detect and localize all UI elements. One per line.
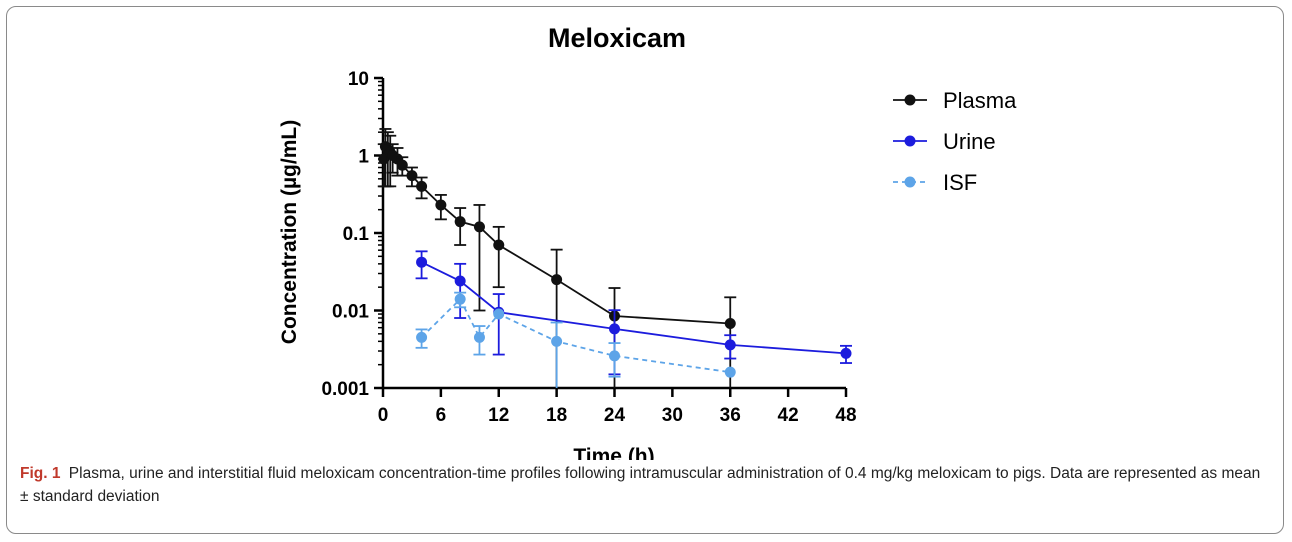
isf-point <box>416 331 428 343</box>
x-axis-label: Time (h) <box>573 445 654 460</box>
urine-point <box>454 275 466 287</box>
legend-plasma-marker <box>904 94 916 106</box>
caption-text: Plasma, urine and interstitial fluid mel… <box>20 465 1261 505</box>
x-tick-label: 48 <box>835 405 856 426</box>
isf-point <box>724 366 736 378</box>
y-tick-label: 1 <box>358 147 369 168</box>
axes: 0.001 0.01 0.1 1 10 0 6 12 18 24 30 36 42 48 <box>321 69 856 426</box>
plasma-point <box>396 159 408 171</box>
chart: Meloxicam Concentration (µg/mL) Time (h)… <box>278 23 1017 460</box>
urine-point <box>840 347 852 359</box>
y-axis-label: Concentration (µg/mL) <box>278 120 301 344</box>
y-tick-label: 0.01 <box>332 302 369 323</box>
urine-point <box>724 339 736 351</box>
isf-point <box>454 293 466 305</box>
x-tick-label: 42 <box>778 405 799 426</box>
x-tick-label: 36 <box>720 405 741 426</box>
urine-point <box>416 256 428 268</box>
y-tick-label: 10 <box>348 69 369 90</box>
figure-caption: Fig. 1 Plasma, urine and interstitial fl… <box>20 462 1270 508</box>
series-plasma <box>377 128 737 388</box>
plasma-point <box>454 216 466 228</box>
series-urine <box>415 250 852 376</box>
legend-isf-label: ISF <box>943 170 977 195</box>
isf-point <box>609 350 620 362</box>
y-tick-label: 0.1 <box>343 224 370 245</box>
legend-isf-marker <box>904 176 916 188</box>
x-tick-label: 6 <box>436 405 447 426</box>
y-tick-label: 0.001 <box>321 379 369 400</box>
x-tick-label: 0 <box>378 405 389 426</box>
isf-point <box>493 308 505 320</box>
plasma-point <box>473 221 485 233</box>
x-tick-label: 12 <box>488 405 509 426</box>
legend: Plasma Urine ISF <box>893 88 1017 195</box>
plasma-point <box>406 170 418 182</box>
legend-urine-label: Urine <box>943 129 996 154</box>
series-isf <box>415 291 736 388</box>
isf-line <box>420 297 731 374</box>
series-layer <box>377 128 852 388</box>
isf-point <box>551 335 563 347</box>
legend-plasma-label: Plasma <box>943 88 1017 113</box>
caption-label: Fig. 1 <box>20 465 61 482</box>
x-tick-label: 30 <box>662 405 683 426</box>
legend-urine-marker <box>904 135 916 147</box>
urine-point <box>609 323 620 335</box>
isf-point <box>473 331 485 343</box>
plasma-point <box>724 317 736 329</box>
plasma-point <box>551 274 563 286</box>
chart-title: Meloxicam <box>548 23 686 53</box>
x-tick-label: 18 <box>546 405 567 426</box>
x-tick-label: 24 <box>604 405 626 426</box>
plasma-point <box>493 239 505 251</box>
plasma-point <box>435 199 447 211</box>
urine-line <box>421 261 847 355</box>
plasma-point <box>416 180 428 192</box>
figure-frame <box>6 6 1284 534</box>
